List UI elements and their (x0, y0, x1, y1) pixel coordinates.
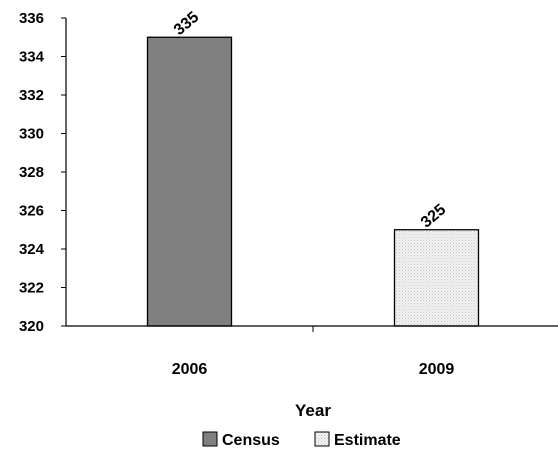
x-tick-label: 2006 (172, 361, 208, 378)
legend-label-census: Census (222, 432, 280, 449)
data-label: 325 (418, 201, 449, 231)
y-axis-ticks: 320 322 324 326 328 330 332 334 336 (19, 10, 66, 335)
y-tick-label: 326 (19, 203, 44, 220)
y-tick-label: 334 (19, 49, 45, 66)
legend: Census Estimate (202, 431, 401, 449)
legend-label-estimate: Estimate (334, 432, 401, 449)
bars (146, 36, 480, 327)
category-labels: 2006 2009 (172, 361, 455, 378)
x-tick-label: 2009 (419, 361, 455, 378)
x-axis-title: Year (295, 401, 331, 420)
y-tick-label: 320 (19, 318, 44, 335)
y-tick-label: 336 (19, 10, 44, 27)
y-tick-label: 322 (19, 280, 44, 297)
legend-swatch-estimate (314, 431, 330, 447)
data-label: 335 (171, 9, 202, 39)
axes (65, 18, 558, 332)
y-tick-label: 330 (19, 126, 44, 143)
bar-estimate (393, 229, 480, 327)
bar-census (146, 36, 233, 327)
legend-swatch-census (202, 431, 218, 447)
y-tick-label: 328 (19, 164, 44, 181)
y-tick-label: 332 (19, 87, 44, 104)
y-tick-label: 324 (19, 241, 45, 258)
